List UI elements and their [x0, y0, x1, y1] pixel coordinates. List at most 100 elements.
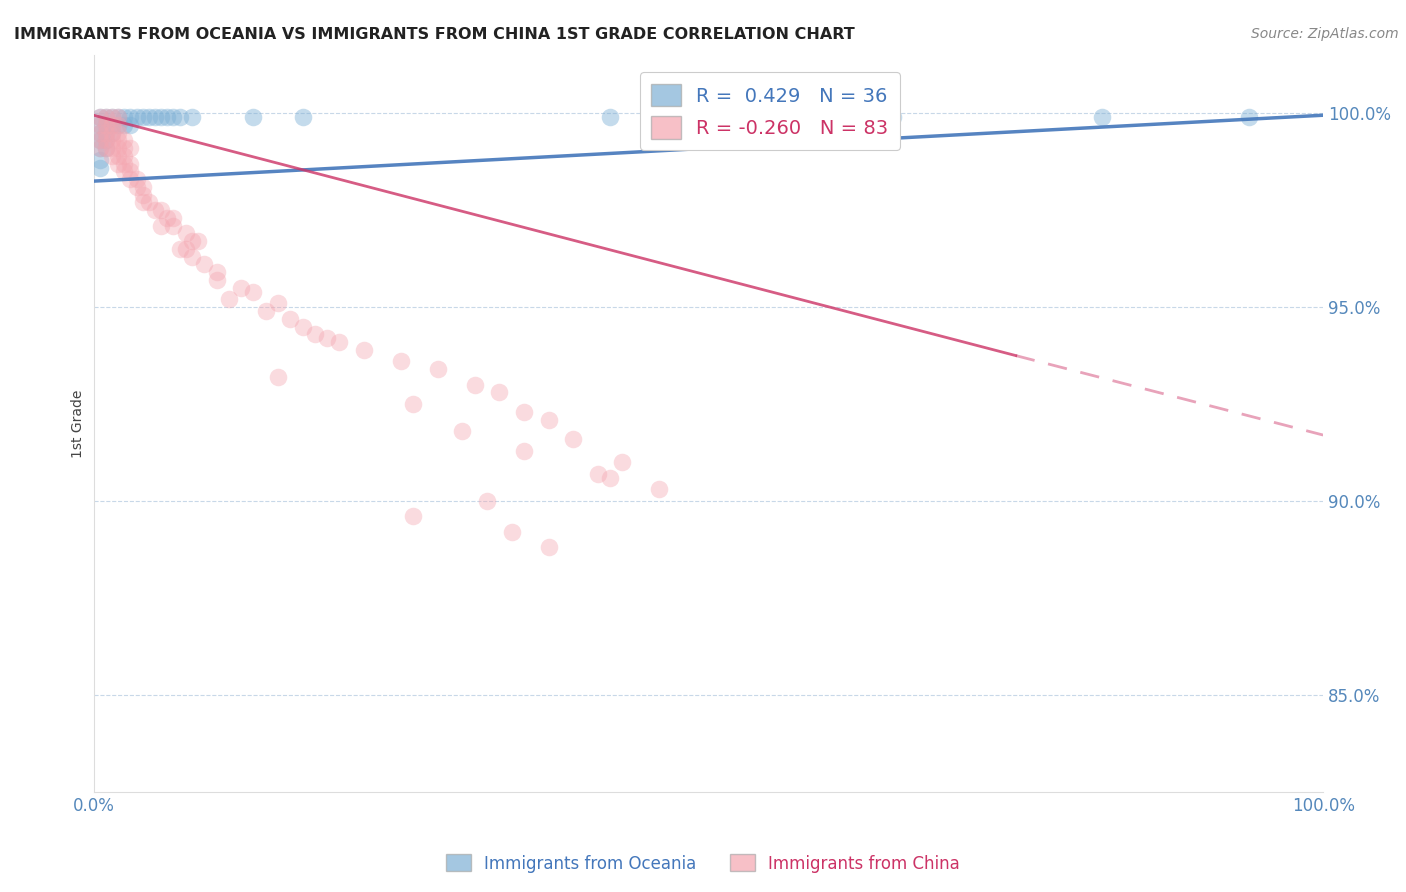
Point	[120, 110, 142, 124]
Text: Source: ZipAtlas.com: Source: ZipAtlas.com	[1251, 27, 1399, 41]
Point	[169, 110, 191, 124]
Point	[586, 467, 609, 481]
Y-axis label: 1st Grade: 1st Grade	[72, 389, 86, 458]
Point	[94, 126, 117, 140]
Point	[138, 110, 160, 124]
Point	[89, 141, 111, 155]
Point	[537, 541, 560, 555]
Point	[120, 172, 142, 186]
Point	[101, 110, 124, 124]
Point	[242, 285, 264, 299]
Point	[205, 265, 228, 279]
Point	[181, 234, 204, 248]
Point	[94, 110, 117, 124]
Point	[1239, 110, 1261, 124]
Point	[101, 126, 124, 140]
Point	[112, 133, 135, 147]
Point	[316, 331, 339, 345]
Point	[89, 141, 111, 155]
Point	[513, 443, 536, 458]
Point	[132, 195, 155, 210]
Point	[120, 164, 142, 178]
Legend: R =  0.429   N = 36, R = -0.260   N = 83: R = 0.429 N = 36, R = -0.260 N = 83	[640, 72, 900, 150]
Point	[181, 110, 204, 124]
Point	[291, 319, 314, 334]
Point	[267, 296, 290, 310]
Point	[107, 126, 129, 140]
Point	[475, 494, 498, 508]
Point	[101, 110, 124, 124]
Point	[89, 110, 111, 124]
Point	[562, 432, 585, 446]
Point	[513, 405, 536, 419]
Point	[101, 133, 124, 147]
Point	[107, 110, 129, 124]
Point	[138, 195, 160, 210]
Point	[107, 118, 129, 132]
Point	[112, 141, 135, 155]
Point	[112, 118, 135, 132]
Point	[426, 362, 449, 376]
Point	[612, 455, 634, 469]
Point	[120, 157, 142, 171]
Point	[89, 161, 111, 175]
Point	[132, 110, 155, 124]
Point	[193, 257, 215, 271]
Point	[501, 524, 523, 539]
Point	[125, 110, 148, 124]
Point	[120, 118, 142, 132]
Point	[94, 141, 117, 155]
Point	[125, 172, 148, 186]
Point	[94, 118, 117, 132]
Point	[143, 203, 166, 218]
Point	[107, 149, 129, 163]
Point	[107, 133, 129, 147]
Legend: Immigrants from Oceania, Immigrants from China: Immigrants from Oceania, Immigrants from…	[439, 847, 967, 880]
Point	[107, 157, 129, 171]
Point	[464, 377, 486, 392]
Point	[181, 250, 204, 264]
Point	[94, 126, 117, 140]
Point	[187, 234, 209, 248]
Point	[451, 424, 474, 438]
Point	[156, 211, 179, 225]
Point	[205, 273, 228, 287]
Point	[648, 483, 671, 497]
Point	[229, 281, 252, 295]
Point	[89, 153, 111, 167]
Point	[101, 118, 124, 132]
Point	[353, 343, 375, 357]
Point	[150, 203, 173, 218]
Point	[89, 126, 111, 140]
Point	[1091, 110, 1114, 124]
Point	[94, 118, 117, 132]
Point	[107, 110, 129, 124]
Point	[150, 219, 173, 233]
Point	[125, 180, 148, 194]
Point	[162, 110, 184, 124]
Point	[94, 133, 117, 147]
Point	[278, 311, 301, 326]
Point	[112, 149, 135, 163]
Point	[162, 219, 184, 233]
Point	[304, 327, 326, 342]
Point	[174, 227, 197, 241]
Point	[218, 293, 240, 307]
Point	[94, 141, 117, 155]
Point	[132, 180, 155, 194]
Point	[107, 118, 129, 132]
Point	[101, 126, 124, 140]
Point	[599, 471, 621, 485]
Point	[291, 110, 314, 124]
Point	[89, 118, 111, 132]
Point	[328, 334, 350, 349]
Point	[112, 164, 135, 178]
Point	[599, 110, 621, 124]
Point	[169, 242, 191, 256]
Point	[120, 141, 142, 155]
Point	[89, 133, 111, 147]
Point	[112, 110, 135, 124]
Point	[174, 242, 197, 256]
Point	[107, 141, 129, 155]
Point	[143, 110, 166, 124]
